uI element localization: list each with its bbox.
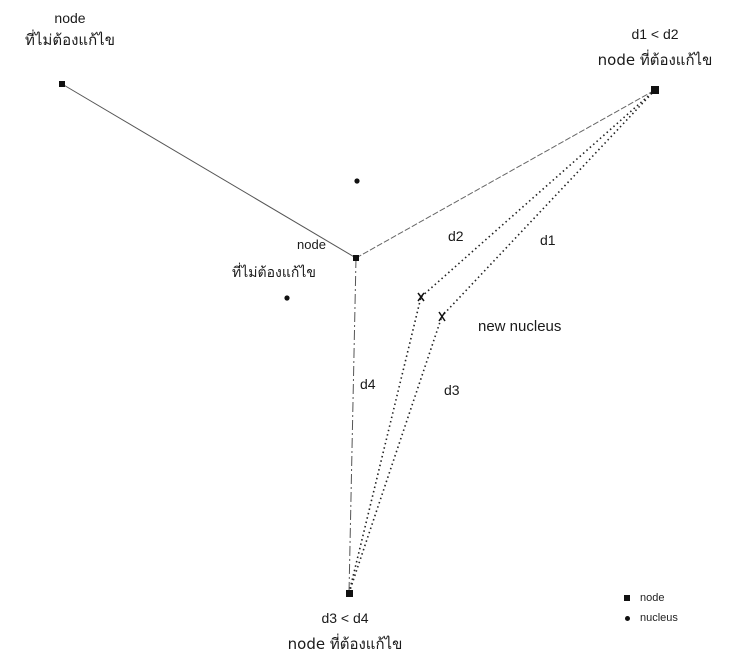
legend-row-nucleus: nucleus: [620, 608, 678, 628]
label-d3: d3: [444, 382, 460, 398]
edge-center-to-bottom: [348, 257, 357, 594]
edge-center-to-top-left: [61, 83, 357, 259]
label-d1: d1: [540, 232, 556, 248]
dotted-d4: [348, 296, 422, 594]
legend-label-nucleus: nucleus: [640, 612, 678, 624]
node-top-right: [651, 86, 659, 94]
dotted-d1: [441, 89, 656, 317]
legend-square-icon: [620, 594, 634, 602]
legend: node nucleus: [620, 588, 678, 628]
label-top-right-line1: d1 < d2: [631, 26, 679, 42]
legend-dot-icon: [620, 615, 634, 622]
label-top-left-line1: node: [54, 10, 86, 26]
legend-row-node: node: [620, 588, 678, 608]
node-center: [353, 255, 359, 261]
label-d4: d4: [360, 376, 376, 392]
label-top-right-node: d1 < d2 node ที่ต้องแก้ไข: [580, 26, 730, 69]
label-top-left-line2: ที่ไม่ต้องแก้ไข: [25, 31, 115, 50]
node-top-left: [59, 81, 65, 87]
label-center-node-line2: ที่ไม่ต้องแก้ไข: [232, 265, 316, 281]
dotted-d2: [420, 89, 656, 298]
node-bottom: [346, 590, 353, 597]
label-bottom-line1: d3 < d4: [321, 610, 369, 626]
label-d2: d2: [448, 228, 464, 244]
new-nucleus-marker-1: [417, 292, 425, 302]
label-top-right-line2: node ที่ต้องแก้ไข: [597, 51, 713, 70]
nucleus-left: [284, 295, 290, 301]
edge-center-to-top-right: [355, 89, 656, 259]
nucleus-upper: [354, 178, 360, 184]
label-new-nucleus: new nucleus: [478, 318, 562, 335]
label-top-left-node: node ที่ไม่ต้องแก้ไข: [20, 10, 120, 49]
label-center-node-line1: node: [297, 237, 326, 252]
legend-label-node: node: [640, 592, 665, 604]
label-bottom-node: d3 < d4 node ที่ต้องแก้ไข: [255, 610, 435, 653]
dotted-d3: [348, 315, 443, 594]
label-bottom-line2: node ที่ต้องแก้ไข: [287, 635, 403, 654]
new-nucleus-marker-2: [438, 311, 446, 322]
